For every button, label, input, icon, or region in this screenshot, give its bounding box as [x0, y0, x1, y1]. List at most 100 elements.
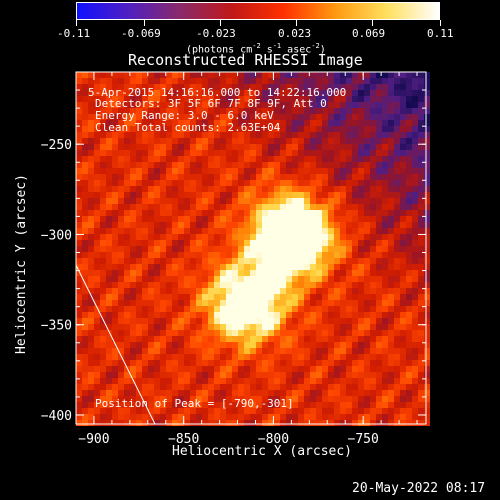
heatmap-cell: [178, 366, 184, 372]
heatmap-cell: [202, 372, 208, 378]
heatmap-cell: [196, 198, 202, 204]
heatmap-cell: [388, 402, 394, 408]
heatmap-cell: [406, 342, 412, 348]
heatmap-cell: [82, 306, 88, 312]
heatmap-cell: [172, 186, 178, 192]
heatmap-cell: [148, 312, 154, 318]
heatmap-cell: [214, 228, 220, 234]
heatmap-cell: [88, 162, 94, 168]
heatmap-cell: [94, 402, 100, 408]
heatmap-cell: [244, 108, 250, 114]
heatmap-cell: [424, 198, 430, 204]
heatmap-cell: [106, 144, 112, 150]
heatmap-cell: [172, 144, 178, 150]
heatmap-cell: [94, 216, 100, 222]
heatmap-cell: [406, 420, 412, 426]
heatmap-cell: [376, 114, 382, 120]
heatmap-cell: [340, 114, 346, 120]
heatmap-cell: [268, 396, 274, 402]
heatmap-cell: [328, 258, 334, 264]
heatmap-cell: [226, 132, 232, 138]
heatmap-cell: [352, 390, 358, 396]
heatmap-cell: [328, 294, 334, 300]
heatmap-cell: [118, 126, 124, 132]
heatmap-cell: [280, 114, 286, 120]
heatmap-cell: [352, 114, 358, 120]
heatmap-cell: [208, 396, 214, 402]
heatmap-cell: [412, 78, 418, 84]
heatmap-cell: [412, 336, 418, 342]
heatmap-cell: [370, 252, 376, 258]
heatmap-cell: [208, 240, 214, 246]
heatmap-cell: [292, 390, 298, 396]
heatmap-cell: [358, 192, 364, 198]
heatmap-cell: [214, 204, 220, 210]
heatmap-cell: [226, 300, 232, 306]
heatmap-cell: [298, 324, 304, 330]
heatmap-cell: [94, 342, 100, 348]
heatmap-cell: [310, 186, 316, 192]
heatmap-cell: [352, 102, 358, 108]
heatmap-cell: [280, 378, 286, 384]
heatmap-cell: [412, 90, 418, 96]
heatmap-cell: [178, 336, 184, 342]
heatmap-cell: [406, 372, 412, 378]
heatmap-cell: [268, 168, 274, 174]
heatmap-cell: [232, 78, 238, 84]
heatmap-cell: [94, 126, 100, 132]
heatmap-cell: [76, 270, 82, 276]
heatmap-cell: [94, 138, 100, 144]
heatmap-cell: [136, 402, 142, 408]
heatmap-cell: [262, 360, 268, 366]
heatmap-cell: [340, 102, 346, 108]
heatmap-cell: [244, 420, 250, 426]
heatmap-cell: [382, 144, 388, 150]
heatmap-cell: [358, 132, 364, 138]
heatmap-cell: [124, 156, 130, 162]
heatmap-cell: [406, 210, 412, 216]
heatmap-cell: [280, 186, 286, 192]
heatmap-cell: [376, 384, 382, 390]
heatmap-cell: [148, 204, 154, 210]
heatmap-cell: [328, 144, 334, 150]
heatmap-cell: [178, 222, 184, 228]
heatmap-cell: [124, 174, 130, 180]
heatmap-cell: [76, 396, 82, 402]
heatmap-cell: [142, 210, 148, 216]
heatmap-cell: [148, 192, 154, 198]
heatmap-cell: [280, 408, 286, 414]
heatmap-cell: [106, 240, 112, 246]
heatmap-cell: [220, 186, 226, 192]
heatmap-cell: [250, 258, 256, 264]
heatmap-cell: [346, 216, 352, 222]
heatmap-cell: [364, 150, 370, 156]
heatmap-cell: [370, 276, 376, 282]
heatmap-cell: [352, 186, 358, 192]
heatmap-cell: [118, 318, 124, 324]
heatmap-cell: [142, 192, 148, 198]
heatmap-cell: [292, 420, 298, 426]
heatmap-cell: [172, 306, 178, 312]
heatmap-cell: [304, 336, 310, 342]
heatmap-cell: [148, 348, 154, 354]
heatmap-cell: [322, 264, 328, 270]
heatmap-cell: [136, 72, 142, 78]
heatmap-cell: [88, 264, 94, 270]
heatmap-cell: [106, 120, 112, 126]
heatmap-cell: [340, 414, 346, 420]
heatmap-cell: [112, 288, 118, 294]
heatmap-cell: [190, 126, 196, 132]
heatmap-cell: [388, 198, 394, 204]
heatmap-cell: [178, 84, 184, 90]
heatmap-cell: [190, 354, 196, 360]
heatmap-cell: [226, 324, 232, 330]
heatmap-cell: [262, 384, 268, 390]
heatmap-cell: [304, 414, 310, 420]
heatmap-cell: [400, 408, 406, 414]
heatmap-cell: [214, 72, 220, 78]
heatmap-cell: [76, 294, 82, 300]
heatmap-cell: [346, 72, 352, 78]
heatmap-cell: [106, 228, 112, 234]
heatmap-cell: [184, 246, 190, 252]
heatmap-cell: [106, 84, 112, 90]
